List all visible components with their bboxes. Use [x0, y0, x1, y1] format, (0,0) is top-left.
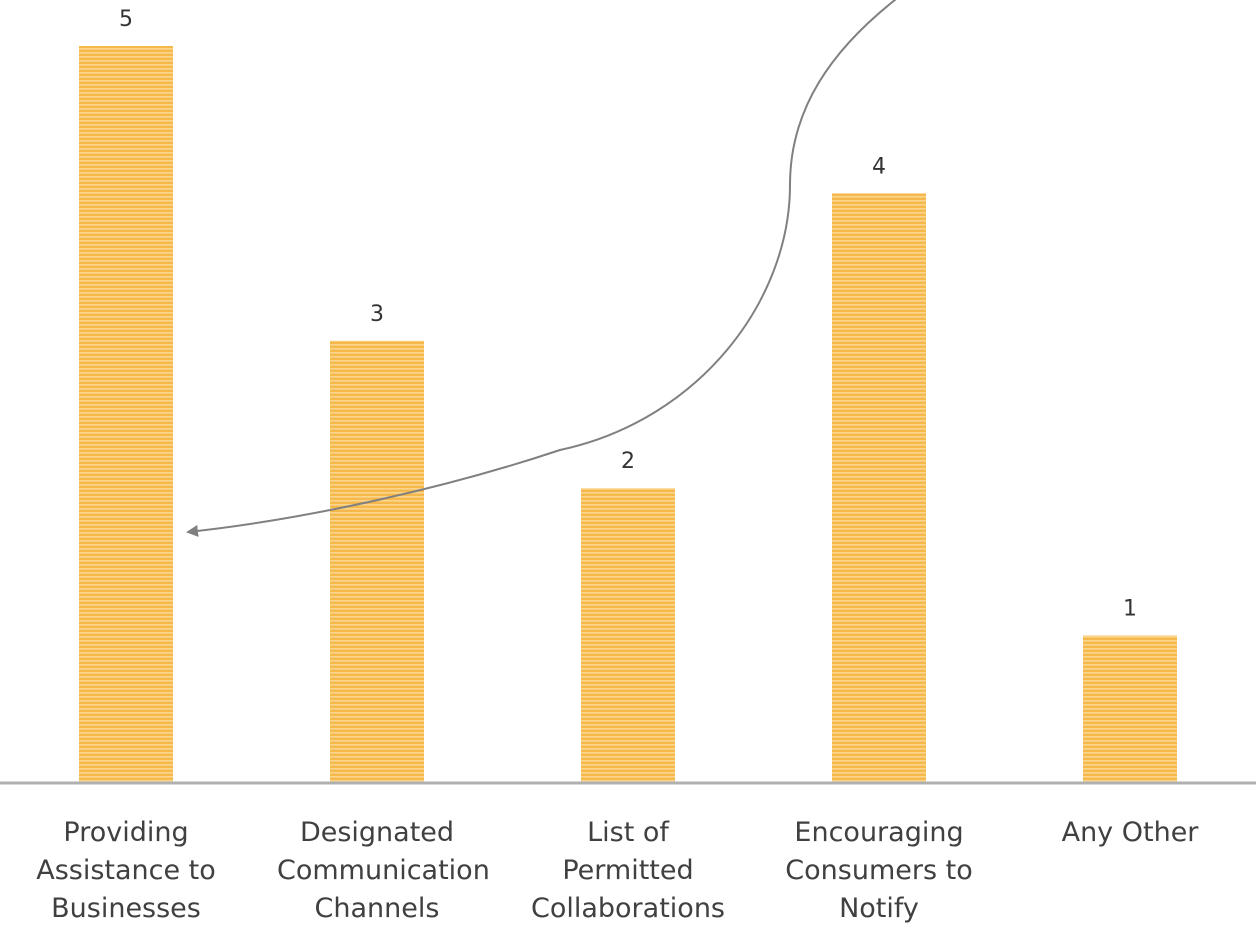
- bar-5: [1083, 635, 1177, 783]
- annotation-arrow: [186, 0, 897, 537]
- category-label-1: Providing Assistance to Businesses: [36, 817, 216, 924]
- category-label-5: Any Other: [1061, 817, 1199, 848]
- data-label-5: 1: [1123, 597, 1137, 622]
- category-label-2: Designated Communication Channels: [277, 817, 490, 924]
- value-labels-group: 5 3 2 4 1: [119, 7, 1137, 622]
- category-label-4: Encouraging Consumers to Notify: [785, 817, 973, 924]
- bar-3: [581, 488, 675, 783]
- data-label-4: 4: [872, 154, 886, 179]
- category-label-3: List of Permitted Collaborations: [530, 817, 725, 924]
- bar-1: [79, 46, 173, 783]
- data-label-2: 3: [370, 302, 384, 327]
- data-label-1: 5: [119, 7, 133, 32]
- bar-2: [330, 340, 424, 783]
- bars-group: [79, 46, 1177, 783]
- data-label-3: 2: [621, 449, 635, 474]
- bar-4: [832, 193, 926, 783]
